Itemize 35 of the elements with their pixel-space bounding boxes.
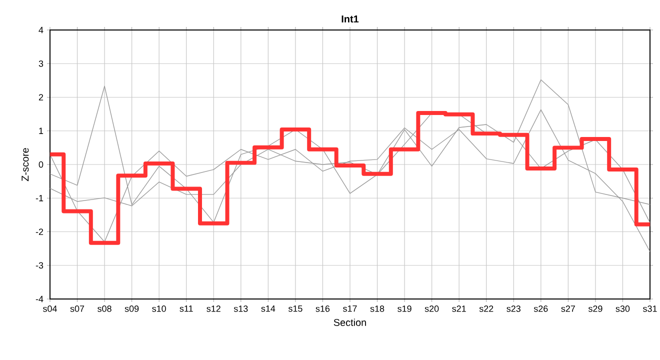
x-tick-label: s07: [70, 306, 84, 312]
x-tick-label: s29: [588, 306, 602, 312]
x-tick-label: s26: [534, 306, 548, 312]
x-tick-label: s18: [370, 306, 384, 312]
x-tick-label: s22: [479, 306, 494, 312]
y-tick-label: -1: [36, 195, 44, 202]
x-tick-label: s27: [561, 306, 575, 312]
x-tick-label: s15: [288, 306, 302, 312]
x-tick-label: s19: [398, 306, 412, 312]
x-tick-label: s30: [616, 306, 630, 312]
x-tick-label: s12: [206, 306, 220, 312]
x-tick-label: s21: [452, 306, 466, 312]
y-tick-label: -3: [36, 262, 44, 269]
x-tick-label: s08: [98, 306, 112, 312]
x-tick-label: s10: [152, 306, 166, 312]
y-tick-label: -2: [36, 228, 44, 235]
chart-title: Int1: [342, 16, 359, 22]
x-tick-label: s13: [234, 306, 248, 312]
x-tick-label: s23: [506, 306, 520, 312]
y-tick-label: 3: [38, 60, 44, 67]
y-tick-label: 0: [38, 161, 44, 168]
y-tick-label: 2: [38, 94, 44, 100]
x-tick-label: s09: [124, 306, 139, 312]
x-tick-label: s31: [643, 306, 657, 312]
x-tick-label: s20: [424, 306, 439, 312]
x-tick-label: s11: [180, 306, 193, 312]
y-axis-title: Z-score: [22, 148, 29, 182]
x-tick-label: s17: [343, 306, 357, 312]
y-tick-label: 1: [39, 128, 44, 134]
x-tick-label: s16: [316, 306, 330, 312]
y-tick-label: -4: [36, 296, 44, 302]
x-axis-title: Section: [334, 318, 366, 326]
x-tick-label: s04: [43, 306, 57, 312]
y-tick-label: 4: [38, 26, 44, 34]
x-tick-label: s14: [261, 306, 276, 312]
